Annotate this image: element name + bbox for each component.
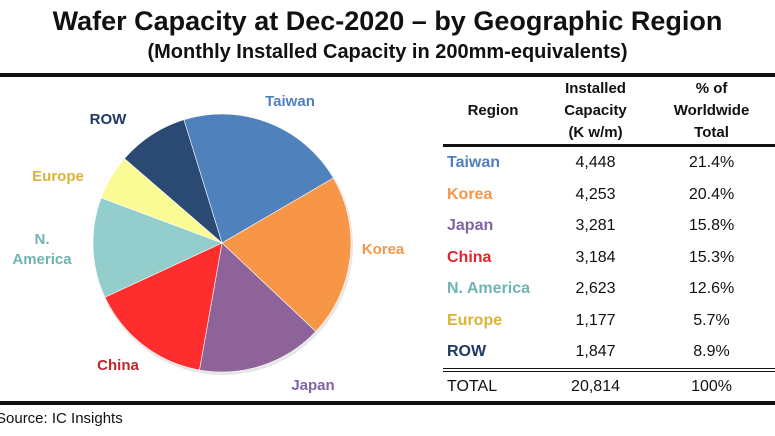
pie-slice-taiwan xyxy=(183,113,334,244)
cell-percent: 15.8% xyxy=(688,217,735,234)
cell-capacity: 3,281 xyxy=(575,217,616,234)
bottom-divider xyxy=(0,401,775,405)
cell-capacity: 4,253 xyxy=(575,185,616,203)
cell-percent: 8.9% xyxy=(693,343,730,360)
table-row: ROW 1,847 8.9% xyxy=(443,336,775,370)
table-row: Europe 1,177 5.7% xyxy=(443,305,775,337)
table-row: N. America 2,623 12.6% xyxy=(443,273,775,305)
header-percent-line: Worldwide xyxy=(673,102,750,119)
cell-capacity: 1,847 xyxy=(575,343,616,360)
cell-total-percent: 100% xyxy=(691,377,732,395)
table-row: China 3,184 15.3% xyxy=(443,242,775,274)
pie-label-japan: Japan xyxy=(291,377,335,394)
pie-label-europe: Europe xyxy=(32,168,84,185)
pie-label-row: ROW xyxy=(89,111,127,128)
header-percent-line: % of xyxy=(695,80,728,97)
cell-capacity: 4,448 xyxy=(575,154,616,171)
header-percent-line: Total xyxy=(694,124,729,141)
cell-region: Europe xyxy=(447,311,503,329)
header-region: Region xyxy=(467,102,519,119)
chart-subtitle: (Monthly Installed Capacity in 200mm-equ… xyxy=(147,41,628,63)
header-percent: % of Worldwide Total xyxy=(648,78,775,146)
header-capacity-line: (K w/m) xyxy=(568,124,623,141)
pie-label-china: China xyxy=(97,357,139,374)
capacity-table: Region Installed Capacity (K w/m) % of W… xyxy=(443,78,775,401)
cell-region: N. America xyxy=(447,280,530,297)
cell-region: Korea xyxy=(447,185,493,203)
cell-percent: 5.7% xyxy=(693,311,730,329)
cell-capacity: 3,184 xyxy=(575,248,616,266)
header-capacity-line: Installed xyxy=(565,80,626,97)
pie-slice-n-america xyxy=(92,197,223,298)
cell-capacity: 2,623 xyxy=(575,280,616,297)
header-capacity-line: Capacity xyxy=(564,102,627,119)
cell-total-label: TOTAL xyxy=(447,377,498,395)
cell-total-capacity: 20,814 xyxy=(571,377,620,395)
pie-label-korea: Korea xyxy=(361,241,405,258)
pie-slice-japan xyxy=(199,242,317,373)
cell-percent: 15.3% xyxy=(688,248,735,266)
pie-chart xyxy=(92,113,353,375)
table-row: Taiwan 4,448 21.4% xyxy=(443,146,775,179)
cell-percent: 12.6% xyxy=(688,280,735,297)
cell-region: ROW xyxy=(447,343,487,360)
pie-label-taiwan: Taiwan xyxy=(265,93,315,110)
cell-region: Taiwan xyxy=(447,154,501,171)
header-capacity: Installed Capacity (K w/m) xyxy=(543,78,648,146)
cell-percent: 21.4% xyxy=(688,154,735,171)
cell-region: China xyxy=(447,248,492,266)
source-note: Source: IC Insights xyxy=(0,410,123,427)
table-total-row: TOTAL 20,814 100% xyxy=(443,369,775,401)
chart-title: Wafer Capacity at Dec-2020 – by Geograph… xyxy=(52,6,723,36)
table-row: Korea 4,253 20.4% xyxy=(443,179,775,211)
pie-slice-china xyxy=(104,242,223,371)
pie-slice-row xyxy=(124,119,223,244)
pie-label-n-america: N. America xyxy=(12,231,72,268)
table-header-row: Region Installed Capacity (K w/m) % of W… xyxy=(443,78,775,146)
cell-percent: 20.4% xyxy=(688,185,735,203)
top-divider xyxy=(0,73,775,77)
cell-region: Japan xyxy=(447,217,494,234)
table-row: Japan 3,281 15.8% xyxy=(443,210,775,242)
pie-slice-korea xyxy=(221,177,352,332)
cell-capacity: 1,177 xyxy=(575,311,616,329)
